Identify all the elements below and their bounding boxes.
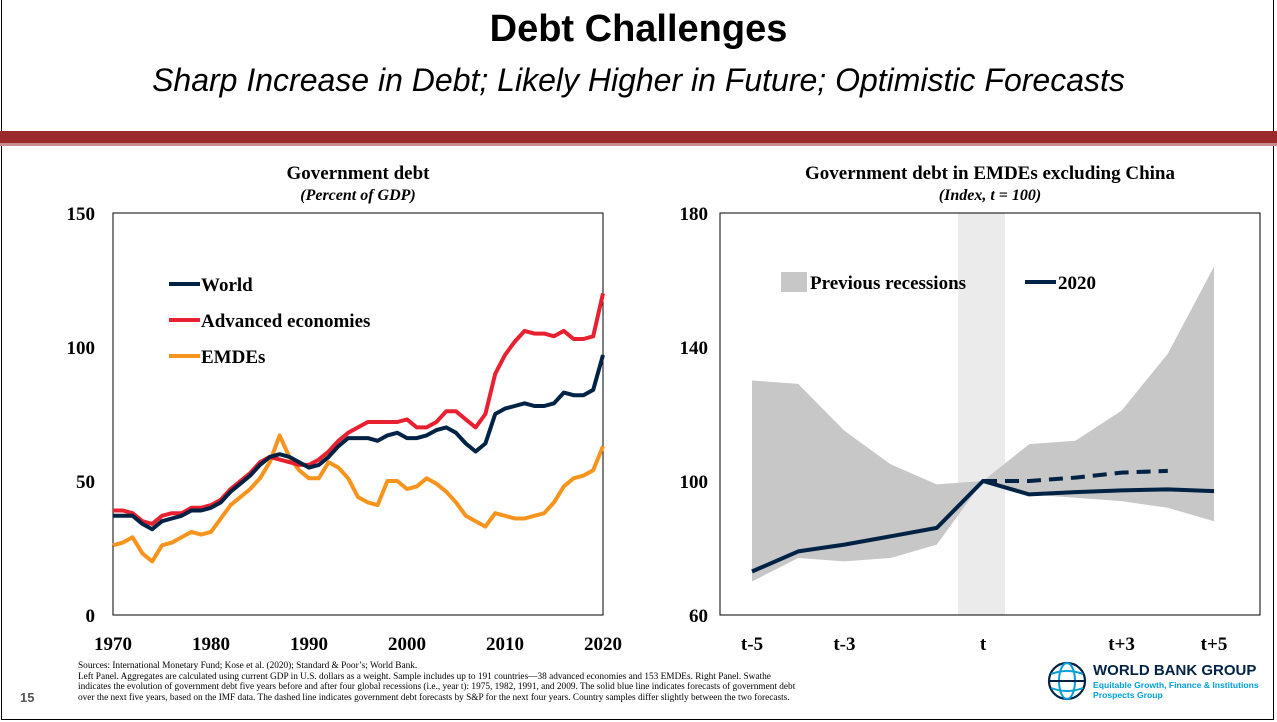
- plot-area: [112, 212, 604, 616]
- globe-icon: [1047, 661, 1087, 701]
- sources-line: Left Panel. Aggregates are calculated us…: [78, 671, 771, 682]
- x-tick-label: t+3: [1108, 634, 1135, 655]
- logo-name: WORLD BANK GROUP: [1093, 662, 1257, 679]
- legend-label: Advanced economies: [201, 311, 370, 332]
- y-tick-label: 100: [680, 472, 709, 493]
- y-tick-label: 0: [86, 606, 96, 627]
- legend-swatch: [781, 272, 807, 292]
- legend-label: 2020: [1058, 273, 1096, 294]
- logo-tagline: Equitable Growth, Finance & Institutions: [1093, 680, 1259, 690]
- recession-band: [752, 266, 1214, 582]
- sources-note: Sources: International Monetary Fund; Ko…: [78, 661, 1018, 703]
- x-tick-label: 1980: [192, 634, 230, 655]
- legend-label: EMDEs: [201, 347, 265, 368]
- left-chart-subtitle: (Percent of GDP): [300, 187, 416, 204]
- slide-subtitle: Sharp Increase in Debt; Likely Higher in…: [152, 62, 1125, 98]
- x-tick-label: 1990: [290, 634, 328, 655]
- x-tick-label: 2000: [388, 634, 426, 655]
- y-tick-label: 100: [67, 338, 96, 359]
- sources-line: over the next five years, based on the I…: [78, 692, 790, 703]
- x-tick-label: 2020: [584, 634, 622, 655]
- series-line: [113, 292, 605, 526]
- right-chart-subtitle: (Index, t = 100): [938, 187, 1042, 204]
- world-bank-logo: WORLD BANK GROUP Equitable Growth, Finan…: [1045, 657, 1270, 707]
- y-tick-label: 180: [680, 204, 709, 225]
- left-chart-title: Government debt: [286, 163, 430, 184]
- page-number: 15: [20, 690, 35, 705]
- series-line-forecast-dashed: [983, 468, 1168, 483]
- legend-label: World: [201, 275, 253, 296]
- legend-label: Previous recessions: [810, 273, 966, 294]
- right-chart-title: Government debt in EMDEs excluding China: [804, 163, 1175, 184]
- y-tick-label: 140: [680, 338, 709, 359]
- slide-title: Debt Challenges: [489, 8, 788, 50]
- y-tick-label: 150: [67, 204, 96, 225]
- x-tick-label: t-5: [741, 634, 763, 655]
- title-divider: [0, 131, 1277, 146]
- x-tick-label: t: [980, 634, 987, 655]
- x-tick-label: t+5: [1201, 634, 1228, 655]
- series-line: [113, 354, 605, 532]
- x-tick-label: 2010: [486, 634, 524, 655]
- sources-line: Sources: International Monetary Fund; Ko…: [78, 661, 418, 671]
- logo-tagline-2: Prospects Group: [1093, 690, 1163, 700]
- highlight-column: [958, 213, 1005, 615]
- series-line: [112, 433, 605, 564]
- x-tick-label: t-3: [833, 634, 855, 655]
- title-divider-shadow: [0, 143, 1277, 146]
- sources-line: indicates the evolution of government de…: [78, 682, 796, 693]
- y-tick-label: 50: [76, 472, 95, 493]
- plot-area: [719, 212, 1261, 616]
- y-tick-label: 60: [689, 606, 708, 627]
- x-tick-label: 1970: [94, 634, 132, 655]
